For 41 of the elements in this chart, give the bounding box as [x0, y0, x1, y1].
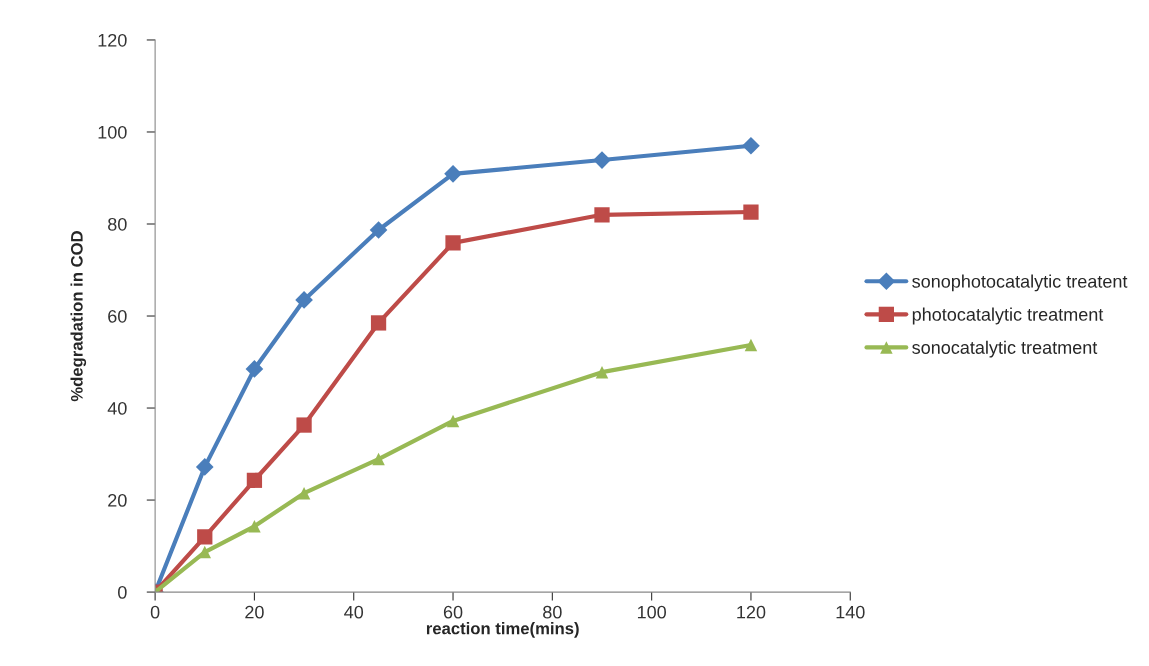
y-tick-label: 80 [108, 217, 127, 231]
point [369, 221, 388, 239]
x-tick-label: 0 [150, 605, 160, 619]
point [594, 207, 610, 223]
y-tick-label: 0 [118, 586, 127, 599]
y-tick-label: 120 [98, 33, 127, 47]
point [743, 204, 759, 220]
legend-label: sonophotocatalytic treatent [912, 274, 1128, 292]
point [245, 360, 264, 378]
point [295, 291, 313, 309]
x-tick-label: 60 [443, 605, 463, 619]
point [297, 486, 311, 500]
point [444, 165, 462, 183]
x-tick-label: 100 [637, 605, 666, 619]
point [744, 338, 758, 352]
legend-label: sonocatalytic treatment [912, 340, 1098, 358]
y-tick-label: 20 [108, 493, 127, 507]
y-tick-label: 100 [98, 125, 127, 139]
point [593, 151, 611, 169]
point [446, 414, 460, 428]
y-tick-label: 60 [108, 309, 127, 323]
y-tick-label: 40 [107, 401, 127, 415]
point [372, 452, 385, 466]
x-axis-title: reaction time(mins) [426, 622, 579, 638]
x-tick-label: 40 [344, 605, 364, 619]
legend-label: photocatalytic treatment [912, 307, 1104, 325]
point [246, 472, 263, 488]
point [370, 315, 387, 331]
point [445, 235, 461, 251]
y-axis-title: %degradation in COD [70, 231, 87, 402]
x-tick-label: 20 [245, 605, 264, 619]
point [742, 136, 760, 155]
point [198, 545, 212, 559]
point [195, 458, 214, 476]
x-tick-label: 140 [836, 605, 865, 619]
x-tick-label: 120 [737, 605, 766, 619]
point [248, 520, 261, 533]
point [197, 529, 213, 545]
point [296, 417, 312, 433]
point [595, 365, 609, 379]
x-tick-label: 80 [543, 605, 562, 619]
